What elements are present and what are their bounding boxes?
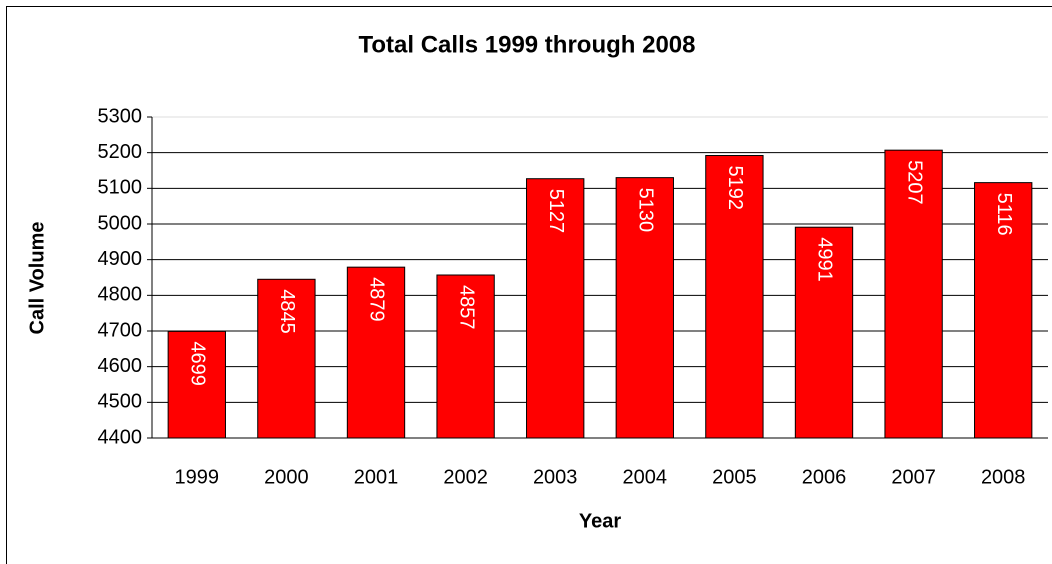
x-tick-label: 2005	[712, 466, 757, 488]
bar	[615, 177, 674, 439]
bar	[974, 182, 1033, 439]
data-label: 5207	[903, 160, 925, 205]
data-label: 4857	[455, 285, 477, 330]
x-tick-label: 2008	[981, 466, 1026, 488]
x-tick-label: 2000	[264, 466, 309, 488]
data-label: 4879	[366, 277, 388, 322]
bar	[794, 226, 854, 439]
y-tick-label: 4500	[98, 391, 143, 413]
y-tick-label: 4600	[98, 355, 143, 377]
data-label: 4991	[814, 237, 836, 282]
data-label: 4699	[187, 341, 209, 386]
y-tick-label: 4700	[98, 319, 143, 341]
y-tick-label: 5100	[98, 177, 143, 199]
y-axis-label: Call Volume	[26, 222, 48, 335]
data-label: 5130	[635, 188, 657, 233]
data-label: 5192	[724, 166, 746, 211]
data-label: 5116	[993, 193, 1015, 236]
y-tick-label: 5000	[98, 212, 143, 234]
x-tick-label: 2006	[802, 466, 847, 488]
x-tick-label: 2002	[443, 466, 488, 488]
y-tick-label: 4800	[98, 284, 143, 306]
bar	[167, 330, 226, 439]
bar	[884, 149, 943, 439]
x-tick-label: 2001	[354, 466, 399, 488]
chart-title: Total Calls 1999 through 2008	[359, 31, 696, 58]
bar	[705, 155, 764, 439]
x-tick-label: 1999	[175, 466, 220, 488]
y-tick-label: 4400	[98, 426, 143, 448]
y-tick-label: 5300	[98, 105, 143, 127]
data-label: 5127	[545, 189, 567, 234]
bar	[257, 278, 316, 439]
y-tick-label: 4900	[98, 248, 143, 270]
y-tick-label: 5200	[98, 141, 143, 163]
x-tick-label: 2004	[623, 466, 668, 488]
x-tick-label: 2003	[533, 466, 578, 488]
x-tick-label: 2007	[891, 466, 936, 488]
x-axis-label: Year	[579, 510, 621, 532]
data-label: 4845	[276, 289, 298, 334]
bar	[526, 178, 585, 439]
